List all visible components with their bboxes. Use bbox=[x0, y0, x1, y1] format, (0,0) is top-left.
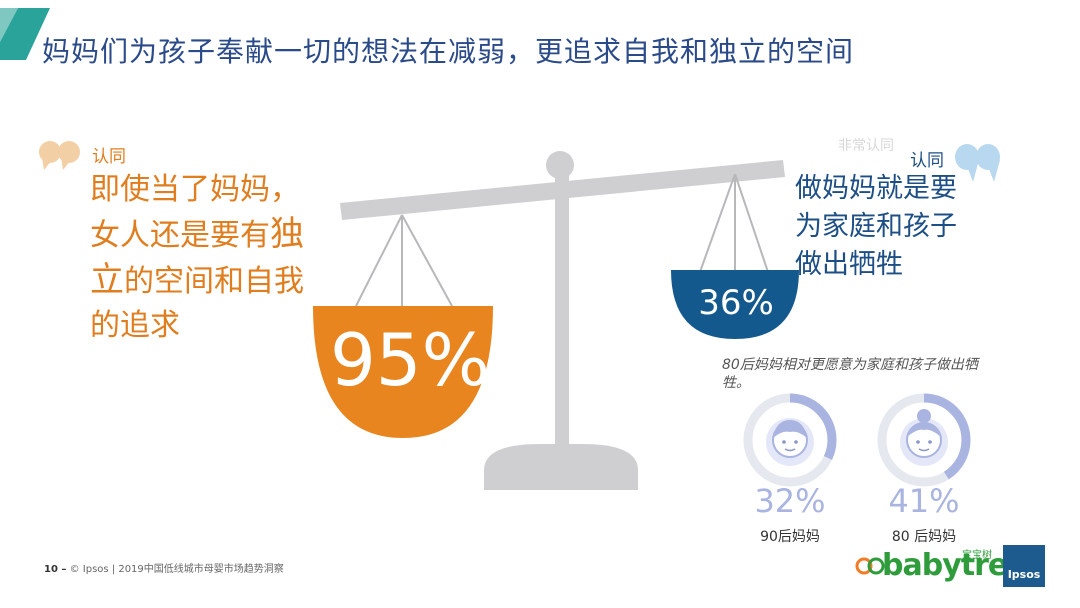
generation-note: 80后妈妈相对更愿意为家庭和孩子做出牺牲。 bbox=[722, 357, 978, 391]
corner-accent bbox=[0, 8, 50, 60]
agree-label-left: 认同 bbox=[92, 147, 126, 167]
left-pan bbox=[313, 306, 493, 438]
agree-label-right: 认同 bbox=[910, 151, 944, 171]
left-statement-text-2: 的空间和自我的追求 bbox=[90, 264, 304, 343]
ipsos-logo: Ipsos bbox=[1007, 568, 1041, 581]
page-title: 妈妈们为孩子奉献一切的想法在减弱，更追求自我和独立的空间 bbox=[42, 35, 855, 68]
strongly-agree-label: 非常认同 bbox=[838, 138, 894, 154]
left-statement: 即使当了妈妈，女人还是要有独立的空间和自我的追求 bbox=[90, 168, 326, 348]
babytree-leaf-icon bbox=[855, 557, 885, 575]
left-percentage: 95% bbox=[329, 318, 491, 402]
woman-bun-icon bbox=[900, 409, 948, 466]
ring-chart-90s bbox=[743, 393, 837, 487]
young-woman-icon bbox=[766, 418, 814, 466]
footer: 10 – © Ipsos | 2019中国低线城市母婴市场趋势洞察 bbox=[44, 560, 284, 575]
right-percentage: 36% bbox=[698, 283, 774, 323]
ring-label-90s: 90后妈妈 bbox=[760, 529, 820, 545]
left-statement-text-1: 即使当了妈妈，女人还是要有 bbox=[90, 172, 300, 253]
quote-icon-left bbox=[39, 141, 80, 170]
ring-percentage-90s: 32% bbox=[754, 482, 826, 520]
page-number: 10 – bbox=[44, 564, 67, 575]
ipsos-logo-box bbox=[1003, 545, 1045, 587]
right-statement: 做妈妈就是要为家庭和孩子做出牺牲 bbox=[795, 173, 957, 280]
babytree-cn-logo: 宝宝树 bbox=[962, 550, 992, 561]
ring-label-80s: 80 后妈妈 bbox=[891, 529, 957, 545]
quote-icon-right bbox=[955, 144, 1000, 182]
ring-percentage-80s: 41% bbox=[888, 482, 960, 520]
footer-text: © Ipsos | 2019中国低线城市母婴市场趋势洞察 bbox=[69, 564, 284, 575]
ring-fill-90s bbox=[743, 393, 837, 487]
ring-fill-80s bbox=[877, 393, 971, 487]
right-pan bbox=[671, 270, 799, 339]
ring-chart-80s bbox=[877, 393, 971, 487]
left-statement-emphasis: 独立 bbox=[90, 214, 304, 300]
